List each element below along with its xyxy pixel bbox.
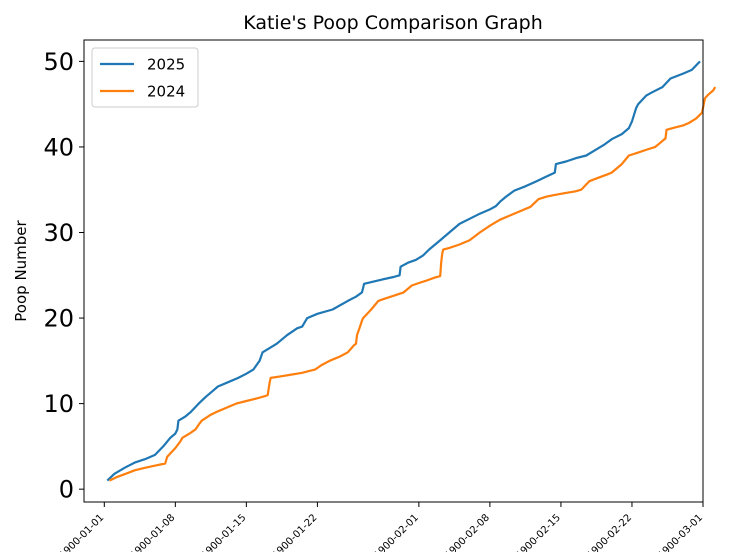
y-tick-label: 20 xyxy=(43,305,74,333)
y-tick-label: 40 xyxy=(43,133,74,161)
x-tick-label: 1900-03-01 xyxy=(656,512,705,552)
y-tick-label: 0 xyxy=(59,476,74,504)
x-tick-label: 1900-02-08 xyxy=(443,512,492,552)
x-tick-label: 1900-02-22 xyxy=(585,512,634,552)
x-tick-label: 1900-02-01 xyxy=(372,512,421,552)
y-tick-label: 10 xyxy=(43,390,74,418)
chart-title: Katie's Poop Comparison Graph xyxy=(243,12,543,34)
x-tick-label: 1900-01-22 xyxy=(271,512,320,552)
series-line-2024 xyxy=(108,86,717,482)
x-tick-label: 1900-02-15 xyxy=(514,512,563,552)
x-tick-label: 1900-01-15 xyxy=(200,512,249,552)
y-tick-label: 50 xyxy=(43,48,74,76)
y-tick-label: 30 xyxy=(43,219,74,247)
x-tick-label: 1900-01-01 xyxy=(58,512,107,552)
series-line-2025 xyxy=(106,60,701,482)
legend: 2025 2024 xyxy=(91,47,199,108)
series-layer xyxy=(106,60,717,482)
legend-entry-2025: 2025 xyxy=(147,56,185,74)
x-tick-label: 1900-01-08 xyxy=(129,512,178,552)
legend-box xyxy=(91,47,199,108)
axes-layer: 0 10 20 30 40 50 1900-01-01 1900-01-08 1900-01-1… xyxy=(43,39,705,552)
axes-frame xyxy=(83,39,704,503)
y-axis-label: Poop Number xyxy=(12,219,30,321)
legend-entry-2024: 2024 xyxy=(147,83,185,101)
